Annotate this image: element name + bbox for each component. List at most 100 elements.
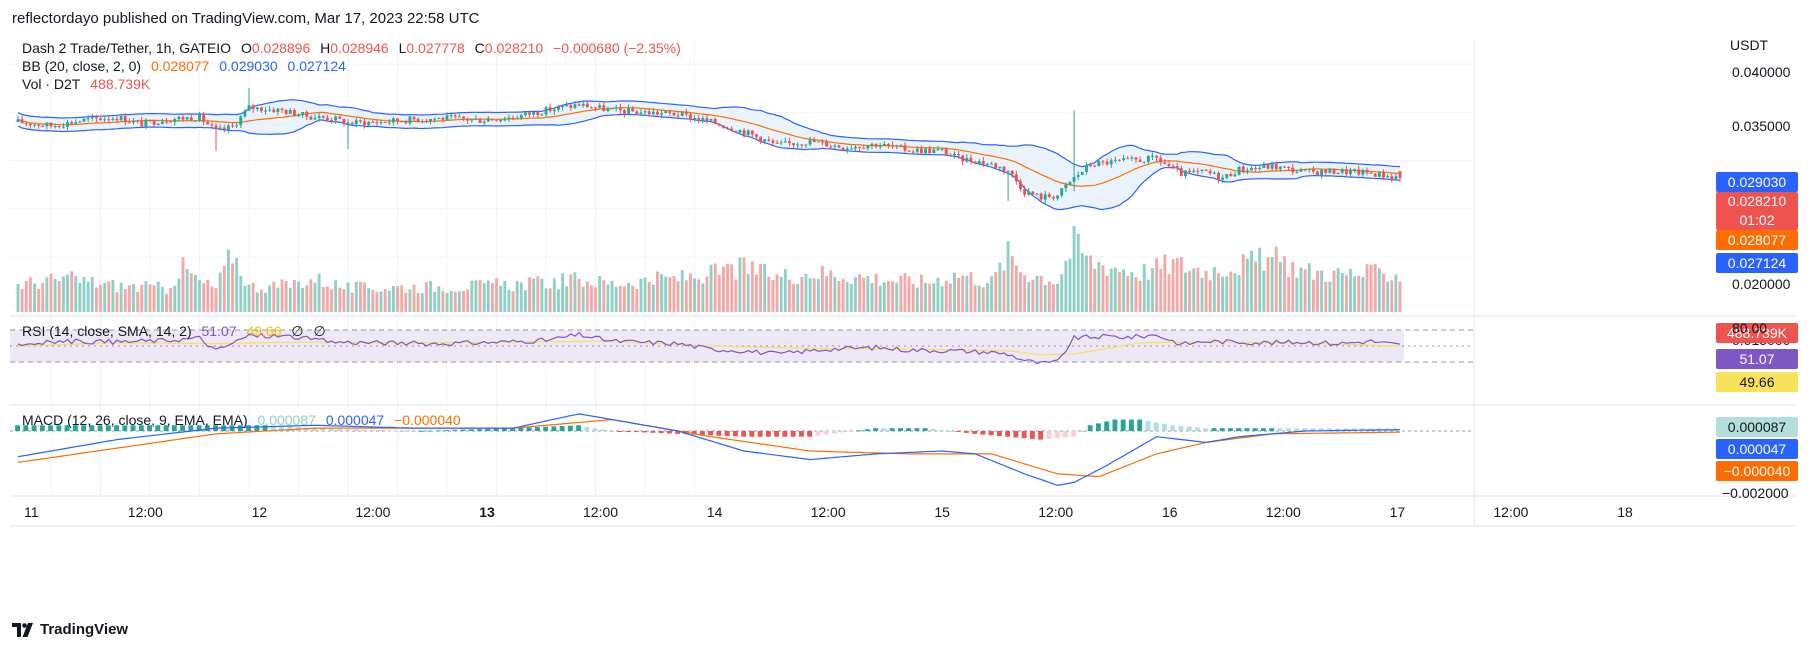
candle-body bbox=[1245, 170, 1249, 172]
volume-bar bbox=[858, 274, 862, 312]
volume-bar bbox=[1204, 270, 1208, 312]
volume-bar bbox=[994, 272, 998, 312]
macd-hist-bar bbox=[1087, 425, 1093, 431]
volume-bar bbox=[325, 286, 329, 312]
candle-body bbox=[1316, 171, 1319, 175]
candle-body bbox=[849, 148, 853, 150]
candle-body bbox=[779, 142, 783, 144]
volume-bar bbox=[779, 276, 783, 312]
macd-hist-bar bbox=[873, 428, 879, 431]
candle-body bbox=[165, 121, 168, 123]
candle-body bbox=[948, 154, 952, 156]
volume-legend[interactable]: Vol · D2T 488.739K bbox=[22, 76, 156, 92]
macd-hist-bar bbox=[369, 429, 375, 431]
volume-bar bbox=[317, 273, 321, 312]
symbol-title[interactable]: Dash 2 Trade/Tether, 1h, GATEIO bbox=[22, 40, 232, 56]
volume-bar bbox=[210, 286, 214, 312]
volume-bar bbox=[160, 286, 164, 312]
macd-hist-bar bbox=[328, 428, 334, 431]
macd-hist-bar bbox=[642, 431, 648, 433]
volume-bar bbox=[486, 280, 490, 312]
macd-line-badge: 0.000047 bbox=[1716, 439, 1798, 459]
volume-bar bbox=[272, 281, 276, 312]
candle-body bbox=[1353, 169, 1357, 171]
time-tick: 12:00 bbox=[127, 504, 163, 520]
candle-body bbox=[519, 115, 523, 119]
candle-body bbox=[1394, 176, 1398, 180]
volume-bar bbox=[759, 263, 763, 312]
volume-bar bbox=[796, 283, 800, 312]
macd-signal-badge: −0.000040 bbox=[1716, 461, 1798, 481]
volume-bar bbox=[635, 289, 639, 312]
macd-hist-bar bbox=[600, 429, 606, 431]
candle-body bbox=[1027, 191, 1031, 195]
volume-bar bbox=[103, 282, 107, 312]
macd-hist-bar bbox=[23, 425, 29, 431]
macd-hist-bar bbox=[237, 425, 243, 431]
volume-bar bbox=[28, 277, 32, 312]
candle-body bbox=[247, 105, 251, 111]
macd-legend[interactable]: MACD (12, 26, close, 9, EMA, EMA) 0.0000… bbox=[22, 412, 467, 428]
volume-bar bbox=[375, 291, 379, 312]
macd-hist-badge: 0.000087 bbox=[1716, 417, 1798, 437]
candlesticks bbox=[16, 88, 1402, 204]
macd-hist-bar bbox=[848, 431, 854, 432]
volume-bar bbox=[173, 285, 177, 312]
macd-hist-bar bbox=[287, 426, 293, 431]
volume-bar bbox=[680, 270, 684, 312]
volume-bar bbox=[870, 283, 874, 312]
ohlc-legend[interactable]: Dash 2 Trade/Tether, 1h, GATEIO O0.02889… bbox=[22, 40, 687, 56]
candle-body bbox=[1159, 157, 1163, 163]
candle-body bbox=[1217, 172, 1220, 180]
chart-canvas[interactable] bbox=[10, 40, 1796, 612]
volume-bar bbox=[713, 263, 717, 312]
volume-bar bbox=[598, 275, 602, 312]
volume-bar bbox=[268, 285, 272, 312]
tradingview-logo[interactable]: TradingView bbox=[12, 621, 128, 638]
volume-bar bbox=[136, 291, 140, 312]
volume-badge: 488.739K bbox=[1716, 323, 1798, 343]
volume-bar bbox=[462, 290, 465, 312]
volume-bar bbox=[433, 291, 437, 312]
candle-body bbox=[660, 113, 663, 115]
volume-bar bbox=[1064, 260, 1068, 312]
candle-body bbox=[878, 145, 882, 147]
volume-bar bbox=[111, 280, 115, 312]
volume-bar bbox=[1274, 246, 1278, 312]
volume-bar bbox=[305, 285, 309, 312]
candle-body bbox=[759, 136, 763, 142]
macd-hist-bar bbox=[1046, 431, 1052, 439]
rsi-badge: 51.07 bbox=[1716, 349, 1798, 369]
bb-upper-value: 0.029030 bbox=[219, 58, 278, 74]
macd-title: MACD (12, 26, close, 9, EMA, EMA) bbox=[22, 412, 248, 428]
volume-bar bbox=[466, 289, 470, 312]
volume-bar bbox=[198, 280, 201, 312]
volume-bar bbox=[239, 275, 243, 312]
candle-body bbox=[20, 119, 24, 124]
chart-frame[interactable]: Dash 2 Trade/Tether, 1h, GATEIO O0.02889… bbox=[10, 37, 1798, 612]
macd-hist-bar bbox=[798, 431, 804, 437]
candle-body bbox=[614, 107, 618, 109]
rsi-legend[interactable]: RSI (14, close, SMA, 14, 2) 51.07 49.66 … bbox=[22, 323, 332, 340]
bb-legend[interactable]: BB (20, close, 2, 0) 0.028077 0.029030 0… bbox=[22, 58, 352, 74]
candle-body bbox=[1035, 193, 1039, 195]
candle-body bbox=[915, 148, 919, 152]
candle-body bbox=[1266, 164, 1270, 169]
candle-body bbox=[387, 122, 391, 124]
candle-body bbox=[750, 130, 754, 135]
volume-bar bbox=[140, 284, 144, 312]
volume-bar bbox=[519, 282, 523, 312]
rsi-tick-80: 80.00 bbox=[1732, 320, 1768, 336]
volume-bar bbox=[396, 286, 399, 312]
volume-bar bbox=[346, 282, 350, 312]
candle-body bbox=[1349, 170, 1352, 174]
candle-body bbox=[1278, 166, 1282, 170]
candle-body bbox=[1163, 162, 1167, 164]
candle-body bbox=[1142, 161, 1146, 163]
volume-bar bbox=[404, 292, 408, 312]
volume-bar bbox=[911, 284, 915, 312]
volume-bar bbox=[259, 289, 263, 312]
volume-bar bbox=[977, 285, 981, 312]
volume-bar bbox=[78, 282, 82, 312]
time-tick: 12:00 bbox=[1265, 504, 1301, 520]
